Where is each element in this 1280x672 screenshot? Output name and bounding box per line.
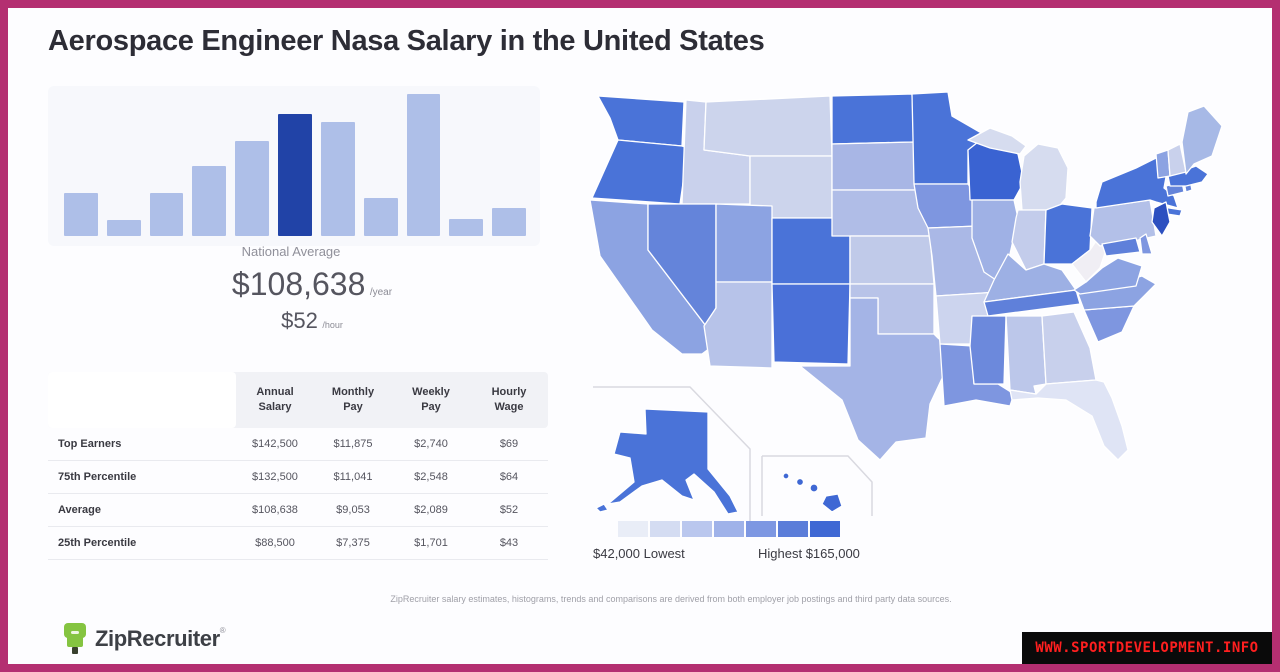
state-de <box>1139 233 1153 255</box>
state-mi <box>1019 143 1069 211</box>
state-sc <box>1083 305 1135 343</box>
salary-table-header: Annual Salary Monthly Pay Weekly Pay Hou… <box>48 372 548 428</box>
column-hourly-wage: Hourly Wage <box>491 386 527 413</box>
annual-salary-unit: /year <box>369 287 393 298</box>
column-weekly-pay: Weekly Pay <box>412 386 450 413</box>
legend-color-swatch <box>778 521 808 537</box>
state-me <box>1181 105 1223 175</box>
legend-color-swatch <box>714 521 744 537</box>
state-in <box>1011 209 1047 271</box>
histogram-bar <box>320 121 355 236</box>
salary-table: Annual Salary Monthly Pay Weekly Pay Hou… <box>48 372 548 560</box>
state-al <box>1005 315 1047 395</box>
state-tx <box>799 297 953 461</box>
ziprecruiter-logo: ZipRecruiter® <box>62 622 226 656</box>
state-nd <box>831 93 915 145</box>
legend-color-swatch <box>746 521 776 537</box>
state-nj <box>1151 201 1171 237</box>
table-row-average: Average $108,638 $9,053 $2,089 $52 <box>48 494 548 527</box>
legend-color-swatch <box>650 521 680 537</box>
table-row-top-earners: Top Earners $142,500 $11,875 $2,740 $69 <box>48 428 548 461</box>
state-or <box>591 139 689 205</box>
histogram-bar <box>449 218 484 236</box>
table-row-75th-percentile: 75th Percentile $132,500 $11,041 $2,548 … <box>48 461 548 494</box>
page-title: Aerospace Engineer Nasa Salary in the Un… <box>48 25 765 57</box>
annual-salary-value: $108,638 <box>231 266 366 302</box>
state-ms <box>969 315 1007 385</box>
state-hi-island-2 <box>795 477 805 487</box>
logo-registered-mark: ® <box>219 626 226 635</box>
state-sd <box>831 141 917 191</box>
national-average-hourly: $52 /hour <box>112 308 512 334</box>
legend-color-swatch <box>618 521 648 537</box>
hourly-wage-unit: /hour <box>322 320 343 330</box>
map-legend-swatches <box>618 521 840 537</box>
state-hi-island-3 <box>809 483 819 493</box>
state-nm <box>771 283 851 365</box>
state-mt <box>703 95 833 157</box>
state-wa <box>597 95 685 147</box>
state-hi-island-1 <box>782 472 790 480</box>
histogram-bar <box>149 193 184 236</box>
state-ne <box>831 189 931 237</box>
state-ks <box>849 235 935 285</box>
national-average-label: National Average <box>241 244 341 259</box>
state-mi-upper <box>967 127 1027 155</box>
histogram-bar <box>64 193 98 236</box>
watermark-banner: WWW.SPORTDEVELOPMENT.INFO <box>1022 632 1272 664</box>
legend-color-swatch <box>810 521 840 537</box>
histogram-bar-national-average <box>278 114 312 236</box>
disclaimer-text: ZipRecruiter salary estimates, histogram… <box>390 594 952 604</box>
watermark-url-text: WWW.SPORTDEVELOPMENT.INFO <box>1035 640 1259 656</box>
legend-color-swatch <box>682 521 712 537</box>
state-md <box>1101 237 1141 257</box>
state-hi-big-island <box>821 493 843 513</box>
state-fl <box>1009 379 1129 461</box>
state-tn <box>983 289 1081 317</box>
state-ma <box>1167 165 1209 187</box>
legend-lowest-label: $42,000 Lowest <box>593 546 685 561</box>
histogram-bar <box>492 208 526 236</box>
histogram-bar <box>192 165 227 236</box>
column-annual-salary: Annual Salary <box>256 386 294 413</box>
hourly-wage-value: $52 <box>281 308 318 333</box>
state-ak <box>607 408 739 515</box>
histogram-bar <box>406 94 441 236</box>
legend-highest-label: Highest $165,000 <box>758 546 860 561</box>
ziprecruiter-zipper-icon <box>64 623 86 654</box>
histogram-bar <box>235 141 270 236</box>
state-ak-aleutians <box>595 503 609 513</box>
histogram-bar <box>106 219 141 236</box>
state-ga <box>1041 311 1097 385</box>
us-choropleth-map <box>590 91 1223 522</box>
state-ut <box>715 203 773 283</box>
salary-histogram <box>64 94 526 236</box>
infographic-card: Aerospace Engineer Nasa Salary in the Un… <box>8 8 1272 664</box>
histogram-bar <box>363 198 398 236</box>
national-average-annual: $108,638 /year <box>112 266 512 303</box>
column-monthly-pay: Monthly Pay <box>331 386 375 413</box>
header-blank-cell <box>48 372 236 428</box>
logo-wordmark: ZipRecruiter <box>95 626 220 651</box>
table-row-25th-percentile: 25th Percentile $88,500 $7,375 $1,701 $4… <box>48 527 548 560</box>
